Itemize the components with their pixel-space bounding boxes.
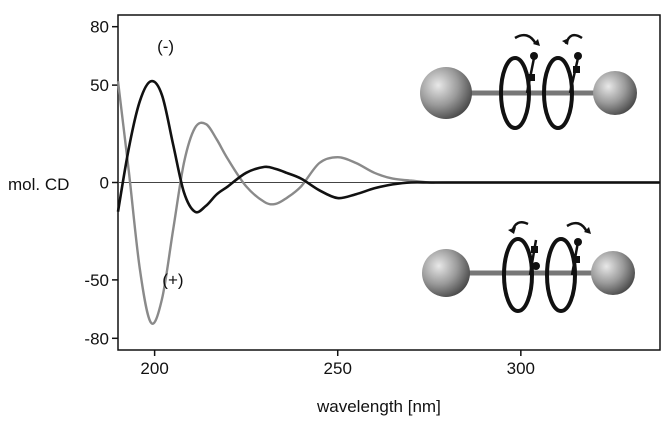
left-sphere <box>420 67 472 119</box>
y-axis-ticks: 80 50 0 -50 -80 <box>84 18 118 348</box>
y-tick-label: 0 <box>100 174 109 193</box>
x-tick-label: 300 <box>507 359 535 378</box>
x-axis-label: wavelength [nm] <box>316 397 441 416</box>
left-handed-dimer-illustration <box>420 33 637 130</box>
annotation-minus: (-) <box>157 37 174 56</box>
x-tick-label: 250 <box>324 359 352 378</box>
right-sphere <box>591 251 635 295</box>
y-axis-label: mol. CD <box>8 175 69 194</box>
y-tick-label: 50 <box>90 76 109 95</box>
series-line-minus <box>116 79 660 214</box>
y-tick-label: -50 <box>84 271 109 290</box>
right-handed-dimer-illustration <box>422 221 635 313</box>
right-sphere <box>593 71 637 115</box>
series-layer <box>116 79 660 325</box>
series-line-plus <box>116 81 660 325</box>
y-tick-label: -80 <box>84 329 109 348</box>
y-tick-label: 80 <box>90 18 109 37</box>
left-sphere <box>422 249 470 297</box>
annotation-plus: (+) <box>162 271 183 290</box>
x-axis-ticks: 200 250 300 <box>140 350 535 378</box>
x-tick-label: 200 <box>140 359 168 378</box>
